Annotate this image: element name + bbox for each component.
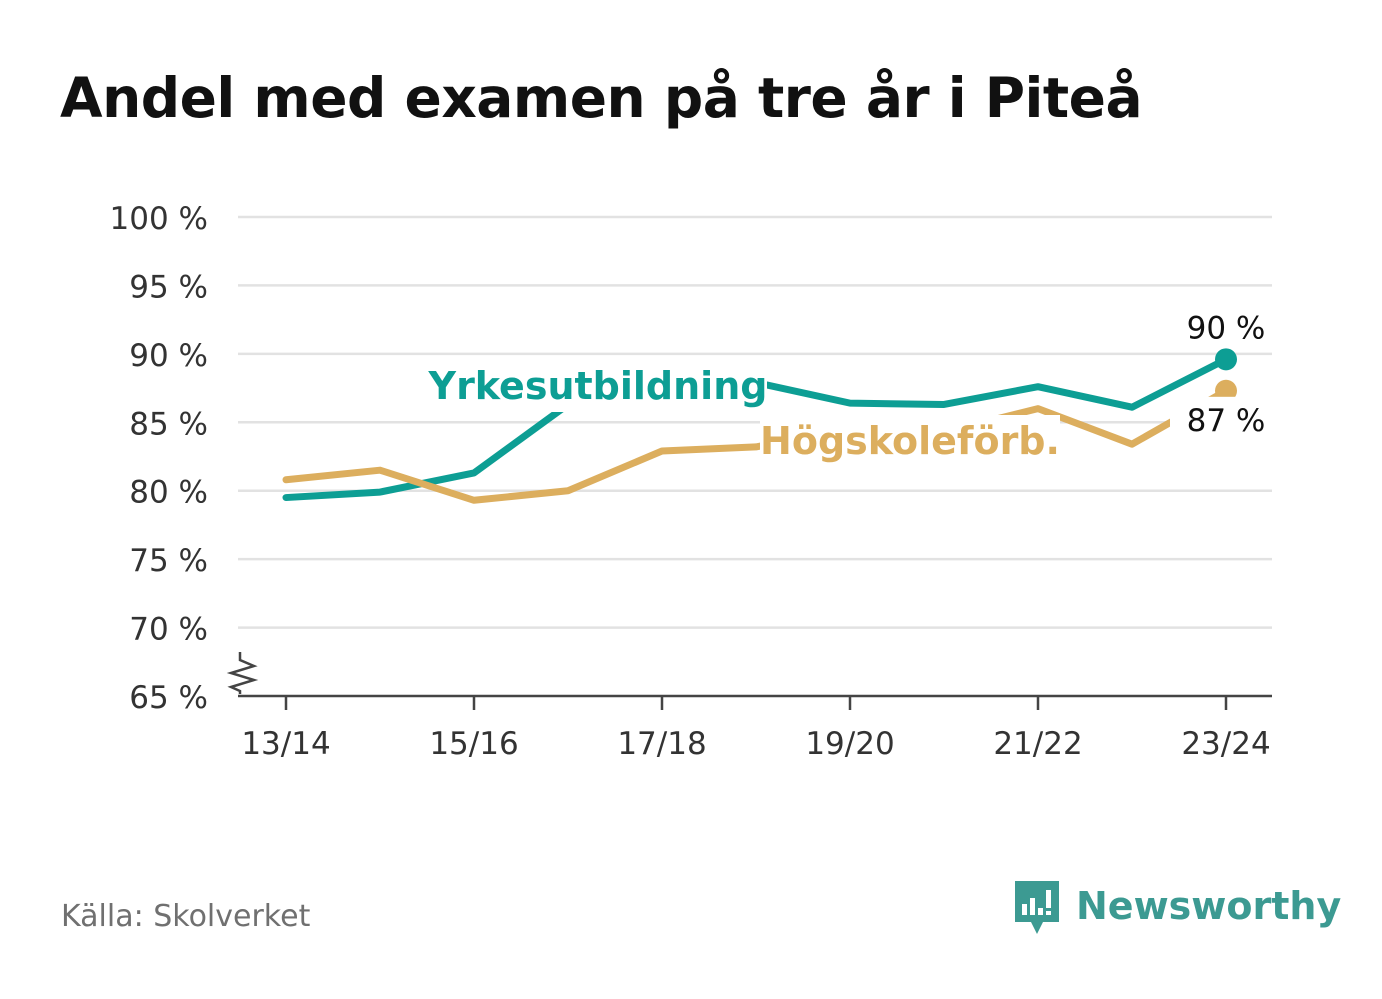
y-tick-label: 65 % bbox=[129, 680, 208, 716]
axes: 65 % 70 % 75 % 80 % 85 % 90 % 95 % 100 % 13/14 15… bbox=[110, 201, 1272, 762]
chart-title: Andel med examen på tre år i Piteå bbox=[60, 66, 1143, 130]
y-tick-label: 75 % bbox=[129, 543, 208, 579]
series-labels: Yrkesutbildning 90 % Högskoleförb. 87 % bbox=[428, 310, 1280, 467]
series-label-halo bbox=[429, 360, 767, 412]
end-value-label: 87 % bbox=[1187, 403, 1266, 439]
grid-lines bbox=[238, 215, 1272, 629]
x-tick-label: 21/22 bbox=[993, 726, 1082, 762]
y-tick-label: 90 % bbox=[129, 338, 208, 374]
x-tick-label: 23/24 bbox=[1181, 726, 1270, 762]
x-tick-label: 15/16 bbox=[429, 726, 518, 762]
end-value-label: 90 % bbox=[1187, 310, 1266, 346]
series-label-halo bbox=[760, 415, 1060, 467]
series-end-dot bbox=[1215, 348, 1237, 371]
y-tick-label: 70 % bbox=[129, 612, 208, 648]
series-end-dot bbox=[1215, 379, 1237, 402]
x-tick-label: 13/14 bbox=[241, 726, 330, 762]
series-name-label: Yrkesutbildning bbox=[428, 364, 768, 408]
value-label-halo bbox=[1170, 396, 1280, 441]
y-axis-break bbox=[226, 652, 259, 694]
series-name-label: Högskoleförb. bbox=[760, 419, 1060, 463]
source-note: Källa: Skolverket bbox=[61, 899, 311, 934]
y-tick-label: 100 % bbox=[110, 201, 208, 237]
x-tick-label: 19/20 bbox=[805, 726, 894, 762]
brand-name: Newsworthy bbox=[1076, 884, 1342, 928]
y-tick-label: 95 % bbox=[129, 269, 208, 305]
y-tick-label: 85 % bbox=[129, 406, 208, 442]
newsworthy-logo-icon bbox=[1015, 881, 1059, 934]
series-line bbox=[282, 387, 1230, 504]
y-tick-label: 80 % bbox=[129, 475, 208, 511]
x-tick-label: 17/18 bbox=[617, 726, 706, 762]
brand-logo: Newsworthy bbox=[1012, 878, 1341, 938]
